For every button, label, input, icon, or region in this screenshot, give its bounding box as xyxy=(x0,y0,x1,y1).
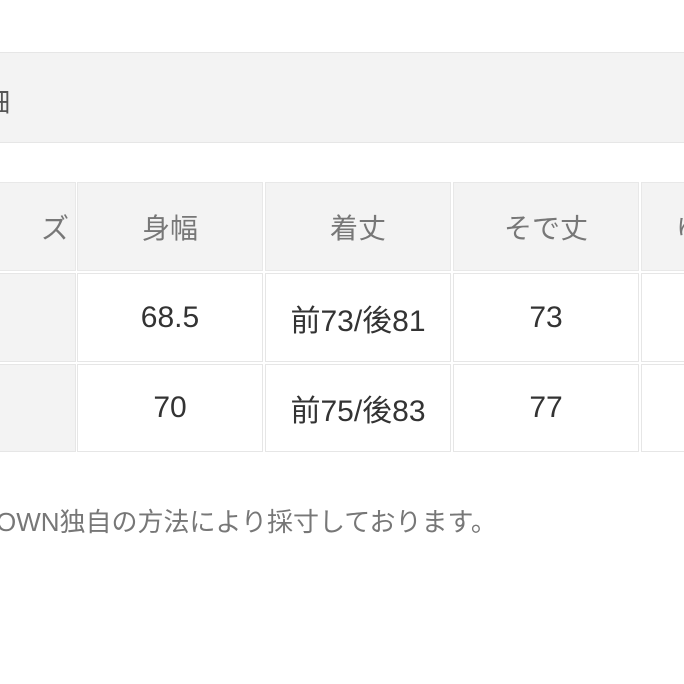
table-cell: 前73/後81 xyxy=(265,273,451,362)
section-header: 細 xyxy=(0,52,684,143)
table-cell: 68.5 xyxy=(77,273,263,362)
row-label xyxy=(0,273,76,362)
section-title: 細 xyxy=(0,83,10,120)
table-cell: 70 xyxy=(77,364,263,452)
table-cell: 77 xyxy=(453,364,639,452)
row-label xyxy=(0,364,76,452)
header-body-width: 身幅 xyxy=(77,182,263,271)
table-cell xyxy=(641,364,684,452)
header-size: ズ xyxy=(0,182,76,271)
header-extra: ゆ xyxy=(641,182,684,271)
table-cell: 73 xyxy=(453,273,639,362)
measurement-note: OWN独自の方法により採寸しております。 xyxy=(0,507,497,537)
table-cell xyxy=(641,273,684,362)
table-cell: 前75/後83 xyxy=(265,364,451,452)
header-length: 着丈 xyxy=(265,182,451,271)
header-sleeve-length: そで丈 xyxy=(453,182,639,271)
